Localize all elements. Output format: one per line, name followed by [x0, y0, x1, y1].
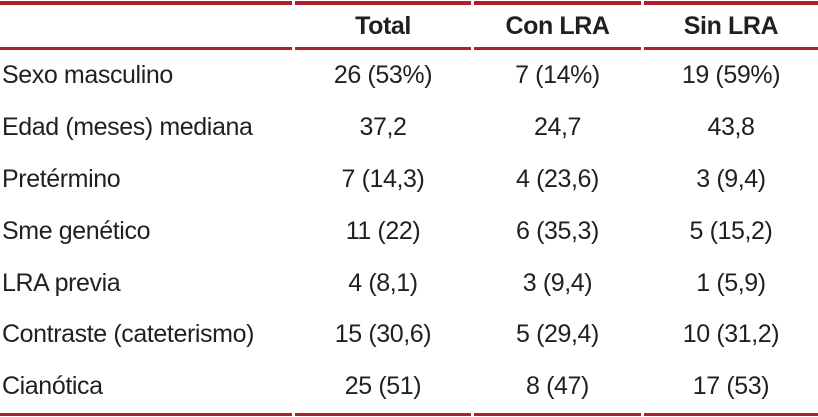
cell-con-lra: 4 (23,6) [516, 164, 599, 193]
col-header-total: Total [355, 11, 411, 40]
corner-cell [0, 5, 292, 47]
col-header-sin-lra: Sin LRA [683, 11, 779, 40]
header-rule-segment [474, 47, 641, 50]
bottom-rule-segment [295, 412, 471, 416]
cell-sin-lra: 1 (5,9) [696, 268, 766, 297]
row-label: LRA previa [2, 268, 121, 297]
bottom-rule-segment [644, 412, 818, 416]
cell-sin-lra: 3 (9,4) [696, 164, 766, 193]
top-rule-segment [295, 1, 471, 5]
cell-sin-lra: 17 (53) [692, 372, 770, 401]
header-rule-segment [644, 47, 818, 50]
row-label: Contraste (cateterismo) [2, 320, 254, 349]
row-label: Sexo masculino [2, 61, 173, 90]
cell-total: 26 (53%) [333, 61, 433, 90]
cell-total: 15 (30,6) [334, 320, 432, 349]
top-rule-segment [644, 1, 818, 5]
cell-con-lra: 24,7 [533, 113, 582, 142]
row-label: Cianótica [2, 372, 103, 401]
row-label: Edad (meses) mediana [2, 113, 253, 142]
bottom-rule-segment [0, 412, 292, 416]
cell-sin-lra: 5 (15,2) [689, 216, 773, 245]
col-header-con-lra: Con LRA [505, 11, 610, 40]
cell-sin-lra: 19 (59%) [681, 61, 781, 90]
cell-con-lra: 3 (9,4) [522, 268, 593, 297]
cell-total: 11 (22) [345, 216, 421, 245]
top-rule-segment [0, 1, 292, 5]
cell-con-lra: 6 (35,3) [516, 216, 599, 245]
cell-total: 25 (51) [344, 372, 422, 401]
top-rule-segment [474, 1, 641, 5]
cell-sin-lra: 10 (31,2) [682, 320, 780, 349]
bottom-rule-segment [474, 412, 641, 416]
cell-con-lra: 7 (14%) [515, 61, 600, 90]
row-label: Sme genético [2, 216, 151, 245]
cell-total: 4 (8,1) [348, 268, 418, 297]
cell-total: 7 (14,3) [341, 164, 425, 193]
cell-sin-lra: 43,8 [707, 113, 755, 142]
row-label: Pretérmino [2, 164, 121, 193]
header-rule-segment [0, 47, 292, 50]
cell-total: 37,2 [359, 113, 407, 142]
cell-con-lra: 8 (47) [526, 372, 589, 401]
header-rule-segment [295, 47, 471, 50]
cell-con-lra: 5 (29,4) [516, 320, 599, 349]
